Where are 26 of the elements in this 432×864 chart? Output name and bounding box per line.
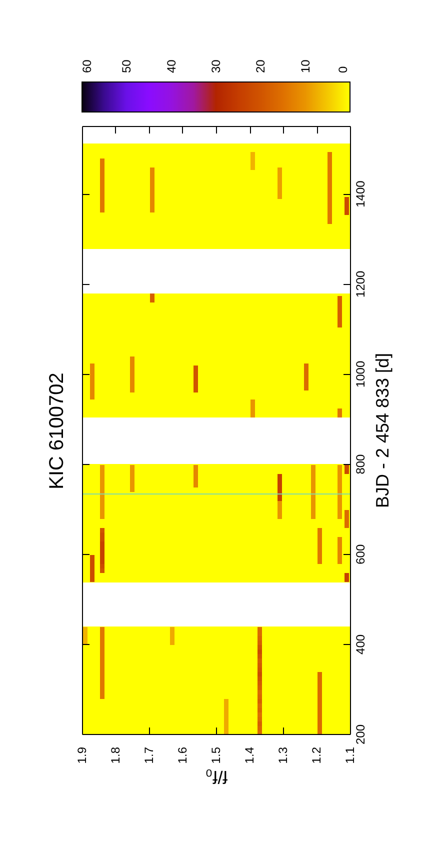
x-tick-label: 1.5 — [209, 746, 223, 764]
y-tick-label: 1200 — [354, 270, 368, 298]
color-bar-label: 20 — [254, 59, 268, 73]
x-axis-title: f/f₀ — [205, 767, 228, 787]
y-tick-label: 800 — [354, 454, 368, 474]
y-axis-title: BJD - 2 454 833 [d] — [372, 352, 392, 508]
y-tick-label: 600 — [354, 544, 368, 564]
color-bar-label: 40 — [164, 59, 178, 73]
x-tick-label: 1.3 — [276, 746, 290, 764]
x-tick-label: 1.6 — [176, 746, 190, 764]
y-tick-label: 400 — [354, 634, 368, 654]
color-bar-label: 10 — [298, 59, 312, 73]
x-tick-label: 1.1 — [343, 746, 357, 764]
x-tick-label: 1.4 — [242, 746, 256, 764]
y-tick-label: 1400 — [354, 180, 368, 208]
x-tick-label: 1.9 — [75, 746, 89, 764]
color-bar-label: 0 — [336, 66, 350, 73]
x-tick-label: 1.8 — [108, 746, 122, 764]
color-bar-label: 50 — [120, 59, 134, 73]
x-tick-label: 1.2 — [310, 746, 324, 764]
text: KIC 6100702 — [46, 372, 68, 490]
color-bar-label: 60 — [80, 59, 94, 73]
color-bar-label: 30 — [209, 59, 223, 73]
y-tick-label: 200 — [354, 724, 368, 745]
y-tick-label: 1000 — [354, 360, 368, 388]
x-tick-label: 1.7 — [142, 746, 156, 764]
